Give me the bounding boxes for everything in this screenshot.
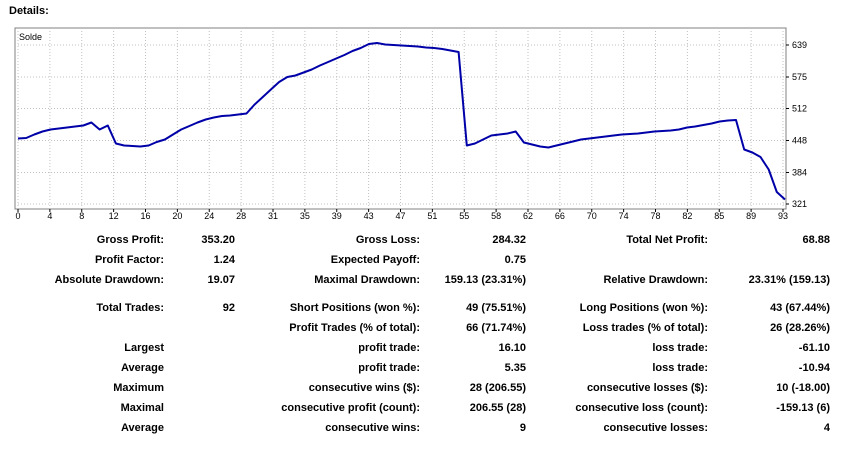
average-profit-label: profit trade: — [358, 362, 420, 374]
long-positions-label: Long Positions (won %): — [579, 302, 708, 314]
gross-loss-label: Gross Loss: — [355, 234, 420, 246]
gross-profit-label: Gross Profit: — [96, 234, 164, 246]
loss-trades-value: 26 (28.26%) — [770, 322, 830, 334]
long-positions-value: 43 (67.44%) — [770, 302, 830, 314]
relative-drawdown-label: Relative Drawdown: — [603, 274, 708, 286]
short-positions-label: Short Positions (won %): — [289, 302, 420, 314]
y-tick-label: 639 — [792, 40, 807, 50]
total-net-profit-value: 68.88 — [802, 234, 830, 246]
x-tick-label: 82 — [682, 211, 692, 221]
x-tick-label: 20 — [172, 211, 182, 221]
max-cons-wins-value: 28 (206.55) — [469, 382, 526, 394]
x-tick-label: 0 — [15, 211, 20, 221]
x-tick-label: 93 — [778, 211, 788, 221]
maximal-cons-profit-value: 206.55 (28) — [469, 402, 526, 414]
profit-factor-label: Profit Factor: — [94, 254, 164, 266]
absolute-drawdown-value: 19.07 — [207, 274, 235, 286]
maximal-cons-loss-label: consecutive loss (count): — [575, 402, 708, 414]
avg-cons-losses-value: 4 — [823, 422, 830, 434]
chart-ticks: 0 4 8 12 16 20 24 28 31 35 39 43 47 51 55 58 62 66 70 74 78 8… — [15, 40, 807, 221]
x-tick-label: 78 — [650, 211, 660, 221]
largest-profit-value: 16.10 — [498, 342, 526, 354]
gross-loss-value: 284.32 — [492, 234, 526, 246]
y-tick-label: 575 — [792, 72, 807, 82]
maximum-label: Maximum — [113, 382, 164, 394]
average2-label: Average — [120, 422, 164, 434]
x-tick-label: 51 — [427, 211, 437, 221]
x-tick-label: 70 — [587, 211, 597, 221]
avg-cons-wins-value: 9 — [519, 422, 526, 434]
profit-factor-value: 1.24 — [213, 254, 235, 266]
average-label: Average — [120, 362, 164, 374]
short-positions-value: 49 (75.51%) — [466, 302, 526, 314]
y-tick-label: 384 — [792, 168, 807, 178]
total-trades-value: 92 — [222, 302, 235, 314]
maximal-cons-loss-value: -159.13 (6) — [776, 402, 830, 414]
chart-legend: Solde — [19, 32, 42, 42]
expected-payoff-value: 0.75 — [504, 254, 526, 266]
maximal-label: Maximal — [120, 402, 164, 414]
average-loss-value: -10.94 — [798, 362, 830, 374]
average-profit-value: 5.35 — [504, 362, 526, 374]
x-tick-label: 35 — [300, 211, 310, 221]
x-tick-label: 55 — [459, 211, 469, 221]
x-tick-label: 74 — [619, 211, 629, 221]
largest-loss-label: loss trade: — [652, 342, 708, 354]
balance-line — [17, 42, 786, 201]
details-title: Details: — [9, 5, 49, 17]
y-tick-label: 448 — [792, 136, 807, 146]
x-tick-label: 24 — [204, 211, 214, 221]
x-tick-label: 58 — [491, 211, 501, 221]
largest-loss-value: -61.10 — [798, 342, 830, 354]
largest-profit-label: profit trade: — [358, 342, 420, 354]
maximal-cons-profit-label: consecutive profit (count): — [281, 402, 420, 414]
y-tick-label: 512 — [792, 104, 807, 114]
maximal-drawdown-label: Maximal Drawdown: — [314, 274, 420, 286]
x-tick-label: 47 — [395, 211, 405, 221]
x-tick-label: 8 — [79, 211, 84, 221]
avg-cons-wins-label: consecutive wins: — [325, 422, 420, 434]
balance-chart: 0 4 8 12 16 20 24 28 31 35 39 43 47 51 55 58 62 66 70 74 78 8… — [14, 27, 807, 221]
x-tick-label: 66 — [555, 211, 565, 221]
x-tick-label: 89 — [746, 211, 756, 221]
max-cons-losses-label: consecutive losses ($): — [586, 382, 708, 394]
max-cons-wins-label: consecutive wins ($): — [308, 382, 420, 394]
x-tick-label: 43 — [364, 211, 374, 221]
profit-trades-value: 66 (71.74%) — [466, 322, 526, 334]
x-tick-label: 16 — [140, 211, 150, 221]
x-tick-label: 28 — [236, 211, 246, 221]
x-tick-label: 4 — [47, 211, 52, 221]
relative-drawdown-value: 23.31% (159.13) — [748, 274, 830, 286]
gross-profit-value: 353.20 — [201, 234, 235, 246]
max-cons-losses-value: 10 (-18.00) — [776, 382, 830, 394]
largest-label: Largest — [124, 342, 164, 354]
total-net-profit-label: Total Net Profit: — [626, 234, 708, 246]
loss-trades-label: Loss trades (% of total): — [582, 322, 708, 334]
maximal-drawdown-value: 159.13 (23.31%) — [444, 274, 526, 286]
x-tick-label: 85 — [714, 211, 724, 221]
x-tick-label: 31 — [268, 211, 278, 221]
x-tick-label: 12 — [109, 211, 119, 221]
average-loss-label: loss trade: — [652, 362, 708, 374]
absolute-drawdown-label: Absolute Drawdown: — [54, 274, 164, 286]
y-tick-label: 321 — [792, 199, 807, 209]
expected-payoff-label: Expected Payoff: — [330, 254, 420, 266]
x-tick-label: 39 — [332, 211, 342, 221]
avg-cons-losses-label: consecutive losses: — [603, 422, 708, 434]
x-tick-label: 62 — [523, 211, 533, 221]
profit-trades-label: Profit Trades (% of total): — [289, 322, 420, 334]
total-trades-label: Total Trades: — [96, 302, 164, 314]
